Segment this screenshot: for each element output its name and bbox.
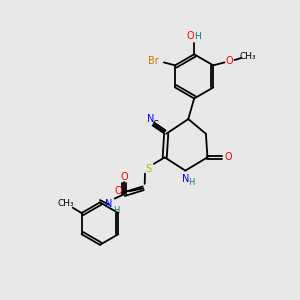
Text: N: N (105, 200, 112, 209)
Text: H: H (189, 178, 195, 188)
Text: N: N (148, 114, 155, 124)
Text: O: O (114, 186, 122, 196)
Text: O: O (226, 56, 233, 66)
Text: C: C (153, 120, 159, 129)
Text: O: O (225, 152, 232, 162)
Text: Br: Br (148, 56, 159, 66)
Text: S: S (146, 164, 152, 174)
Text: O: O (120, 172, 128, 182)
Text: H: H (113, 206, 120, 215)
Text: H: H (195, 32, 201, 40)
Text: CH₃: CH₃ (240, 52, 256, 61)
Text: N: N (182, 174, 189, 184)
Text: O: O (187, 31, 194, 41)
Text: CH₃: CH₃ (57, 199, 74, 208)
